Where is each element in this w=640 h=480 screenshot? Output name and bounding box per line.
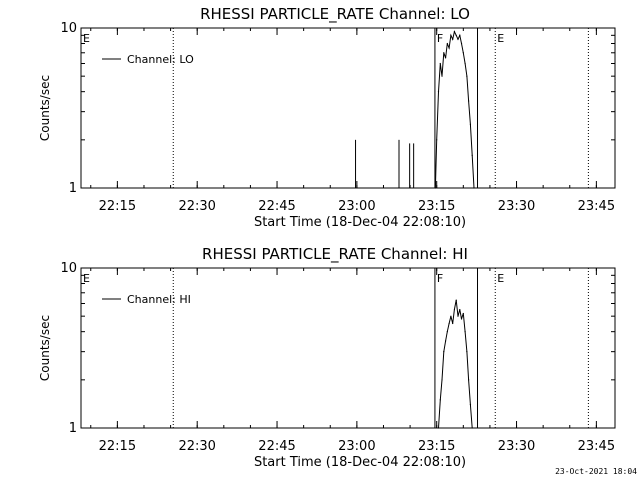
data-point <box>460 42 463 45</box>
x-tick-label: 23:00 <box>338 199 375 214</box>
data-point <box>469 404 472 406</box>
data-point <box>437 427 440 429</box>
data-point <box>453 30 456 33</box>
data-point <box>466 351 468 353</box>
x-tick-label: 23:45 <box>578 439 615 454</box>
data-point <box>450 315 452 317</box>
data-point <box>446 42 448 45</box>
x-tick-label: 22:15 <box>99 199 136 214</box>
x-tick-label: 23:15 <box>418 199 455 214</box>
chart-panel-2: RHESSI PARTICLE_RATE Channel: HI 22:15 22:… <box>38 245 616 470</box>
data-point <box>471 154 473 156</box>
legend-entry: Channel: HI <box>127 293 191 306</box>
data-point <box>434 187 436 189</box>
footer-timestamp: 23-Oct-2021 18:04 <box>555 467 637 476</box>
plot-frame <box>80 27 616 189</box>
data-point <box>444 57 447 59</box>
x-axis-label: Start Time (18-Dec-04 22:08:10) <box>254 455 466 470</box>
plot-frame <box>80 267 616 429</box>
y-axis-label: Counts/sec <box>38 75 52 141</box>
x-tick-label: 23:00 <box>338 439 375 454</box>
data-point <box>441 379 443 381</box>
annotation-label: E <box>83 32 90 45</box>
x-tick-label: 22:45 <box>258 199 295 214</box>
data-point <box>460 318 463 320</box>
x-tick-label: 23:15 <box>418 439 455 454</box>
data-point <box>448 322 450 325</box>
annotation-label: F <box>437 272 443 285</box>
x-tick-label: 22:30 <box>178 439 215 454</box>
data-point <box>436 139 438 141</box>
annotation-label: E <box>497 272 504 285</box>
data-point <box>452 38 454 40</box>
x-tick-label: 23:45 <box>578 199 615 214</box>
data-point <box>443 351 445 353</box>
data-point <box>457 315 459 317</box>
data-point <box>468 379 470 381</box>
y-tick-label: 1 <box>69 181 77 196</box>
data-point <box>443 52 445 54</box>
data-point <box>468 100 470 102</box>
data-point <box>453 308 456 311</box>
x-tick-label: 23:30 <box>498 439 535 454</box>
data-point <box>439 62 441 65</box>
y-axis-label: Counts/sec <box>38 315 52 381</box>
data-point <box>459 308 461 311</box>
data-point <box>473 187 475 189</box>
y-tick-label: 10 <box>60 261 77 276</box>
data-point <box>444 340 447 342</box>
annotation-label: E <box>497 32 504 45</box>
data-point <box>448 47 450 49</box>
data-point <box>471 427 473 429</box>
data-line <box>434 30 475 189</box>
data-point <box>450 34 452 36</box>
x-axis-label: Start Time (18-Dec-04 22:08:10) <box>254 215 466 230</box>
annotation-label: E <box>83 272 90 285</box>
chart-title: RHESSI PARTICLE_RATE Channel: HI <box>202 245 468 264</box>
data-point <box>452 322 454 325</box>
data-point <box>455 34 457 36</box>
x-tick-label: 22:30 <box>178 199 215 214</box>
chart-panel-1: RHESSI PARTICLE_RATE Channel: LO 22:15 22:… <box>38 5 616 230</box>
data-point <box>462 312 464 315</box>
x-tick-label: 23:30 <box>498 199 535 214</box>
data-line <box>438 300 473 429</box>
data-point <box>446 331 448 333</box>
x-tick-label: 22:15 <box>99 439 136 454</box>
data-point <box>459 34 461 36</box>
data-point <box>441 75 443 77</box>
y-tick-label: 1 <box>69 421 77 436</box>
legend-entry: Channel: LO <box>127 53 194 66</box>
data-point <box>462 52 464 54</box>
chart-title: RHESSI PARTICLE_RATE Channel: LO <box>200 5 470 24</box>
annotation-label: F <box>437 32 443 45</box>
data-point <box>469 123 472 125</box>
data-point <box>457 38 459 40</box>
x-tick-label: 22:45 <box>258 439 295 454</box>
data-point <box>464 62 466 65</box>
data-point <box>439 399 441 401</box>
data-point <box>437 91 440 93</box>
y-tick-label: 10 <box>60 21 77 36</box>
data-point <box>464 331 466 333</box>
data-point <box>466 75 468 77</box>
data-point <box>455 299 457 301</box>
